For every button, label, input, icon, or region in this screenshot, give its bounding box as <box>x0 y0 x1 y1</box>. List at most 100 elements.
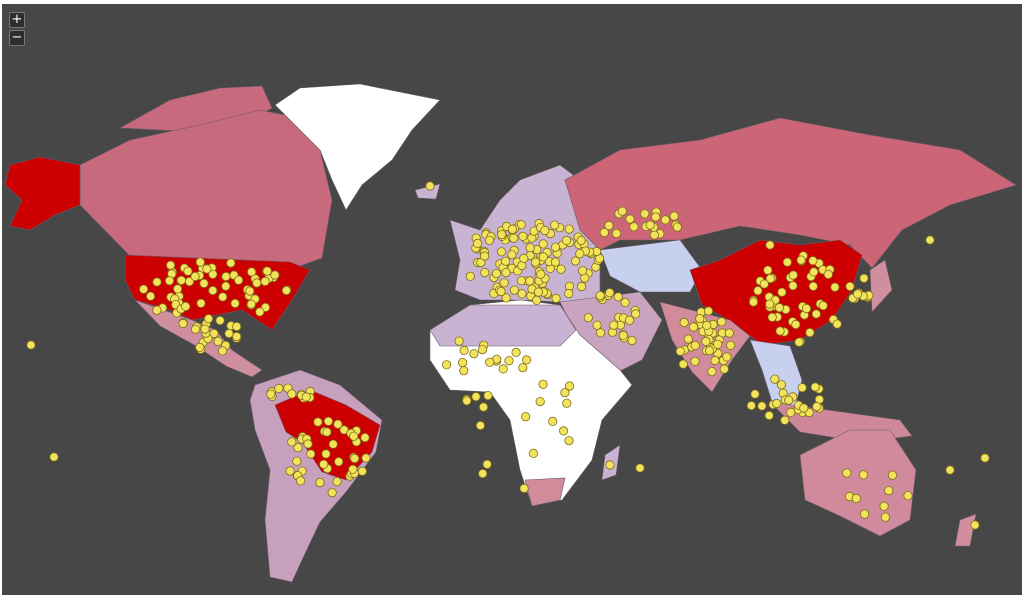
location-dot <box>483 390 493 401</box>
location-dot <box>146 291 156 301</box>
location-dot <box>521 355 532 365</box>
location-dot <box>649 230 660 240</box>
location-dot <box>516 220 526 230</box>
location-dot <box>605 288 615 298</box>
location-dot <box>678 359 688 369</box>
location-dot <box>195 342 205 352</box>
location-dot <box>757 401 767 411</box>
location-dots <box>26 181 990 530</box>
location-dot <box>525 276 535 286</box>
location-dot <box>479 251 490 261</box>
location-dot <box>784 395 794 405</box>
location-dot <box>859 273 869 283</box>
location-dot <box>765 299 775 309</box>
location-dot <box>499 278 509 288</box>
location-dot <box>328 439 338 449</box>
location-dot <box>196 298 206 308</box>
location-dot <box>454 336 464 346</box>
location-dot <box>195 257 205 267</box>
location-dot <box>511 347 521 357</box>
location-dot <box>190 271 200 282</box>
location-dot <box>204 314 214 324</box>
location-dot <box>618 330 628 340</box>
location-dot <box>260 276 270 286</box>
location-dot <box>540 226 550 236</box>
location-dot <box>562 398 572 408</box>
location-dot <box>232 331 242 342</box>
location-dot <box>564 436 574 446</box>
location-dot <box>620 297 630 307</box>
alaska <box>4 156 81 231</box>
location-dot <box>599 228 609 238</box>
location-dot <box>498 364 508 374</box>
location-dot <box>287 437 297 447</box>
location-dot <box>759 279 769 289</box>
location-dot <box>640 209 650 219</box>
location-dot <box>287 389 297 399</box>
location-dot <box>501 293 511 303</box>
location-dot <box>724 328 734 338</box>
location-dot <box>672 222 682 232</box>
location-dot <box>536 269 546 279</box>
location-dot <box>319 459 329 469</box>
location-dot <box>496 286 506 297</box>
location-dot <box>683 334 693 344</box>
location-dot <box>485 357 495 367</box>
location-dot <box>199 278 209 288</box>
zoom-in-button[interactable]: + <box>9 12 25 28</box>
location-dot <box>360 432 370 443</box>
location-dot <box>550 242 561 252</box>
location-dot <box>348 464 358 474</box>
location-dot <box>519 253 529 263</box>
location-dot <box>202 264 212 274</box>
location-dot <box>583 313 593 323</box>
location-dot <box>774 303 785 313</box>
location-dot <box>224 328 234 339</box>
location-dot <box>482 459 492 469</box>
location-dot <box>484 235 495 245</box>
location-dot <box>281 285 291 296</box>
location-dot <box>764 410 774 421</box>
location-dot <box>777 287 787 297</box>
location-dot <box>200 324 210 334</box>
location-dot <box>805 327 815 338</box>
zoom-out-button[interactable]: − <box>9 30 25 46</box>
location-dot <box>516 276 527 286</box>
location-dot <box>226 258 236 268</box>
location-dot <box>845 281 855 291</box>
location-dot <box>333 419 343 429</box>
location-dot <box>215 315 225 326</box>
location-dot <box>191 324 201 334</box>
location-dot <box>776 380 787 390</box>
location-dot <box>530 257 541 267</box>
location-dot <box>722 352 732 362</box>
location-dot <box>548 416 558 426</box>
location-dot <box>577 266 588 276</box>
location-dot <box>166 260 176 270</box>
location-dot <box>748 297 759 307</box>
location-dot <box>797 383 807 393</box>
location-dot <box>808 256 818 266</box>
location-dot <box>152 277 162 287</box>
location-dot <box>608 320 619 330</box>
location-dot <box>811 309 821 319</box>
central-asia <box>599 239 703 293</box>
location-dot <box>688 322 699 332</box>
location-dot <box>292 456 302 466</box>
location-dot <box>576 281 587 292</box>
location-dot <box>635 463 645 473</box>
location-dot <box>703 306 714 316</box>
location-dot <box>799 403 809 413</box>
location-dot <box>477 344 488 355</box>
location-dot <box>465 271 475 281</box>
south-africa <box>524 477 566 507</box>
location-dot <box>558 426 569 436</box>
location-dot <box>252 278 262 288</box>
location-dot <box>255 307 265 317</box>
location-dot <box>570 256 581 266</box>
location-dot <box>629 222 639 232</box>
location-dot <box>716 317 727 327</box>
location-dot <box>519 483 529 493</box>
location-dot <box>823 269 833 279</box>
location-dot <box>690 356 700 366</box>
